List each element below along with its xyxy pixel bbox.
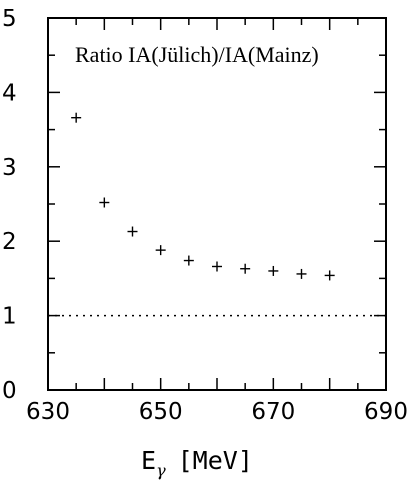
y-tick-label: 4 <box>2 80 17 106</box>
x-tick-label: 670 <box>251 399 295 425</box>
x-axis-title-subscript: γ <box>156 461 166 480</box>
data-point <box>71 112 82 123</box>
data-point <box>127 226 138 237</box>
axis-ticks: 0 1 2 3 4 5 630 650 670 690 <box>2 6 408 425</box>
data-point <box>99 197 110 208</box>
plot-border <box>47 17 387 391</box>
y-tick-label: 2 <box>2 229 17 255</box>
plot-frame <box>47 17 387 391</box>
x-tick-label: 690 <box>364 399 408 425</box>
x-axis-title: Eγ [MeV] <box>141 446 253 480</box>
x-axis-title-unit: [MeV] <box>178 446 253 475</box>
data-point <box>240 263 251 274</box>
y-tick-label: 1 <box>2 304 17 330</box>
data-point <box>183 255 194 266</box>
data-points <box>71 112 335 281</box>
x-tick-label: 650 <box>139 399 183 425</box>
x-axis-title-main: E <box>141 446 156 475</box>
legend-text: Ratio IA(Jülich)/IA(Mainz) <box>75 42 319 67</box>
y-tick-label: 0 <box>2 378 17 404</box>
y-tick-label: 3 <box>2 155 17 181</box>
data-point <box>212 261 222 272</box>
y-tick-label: 5 <box>2 6 17 32</box>
x-tick-label: 630 <box>26 399 70 425</box>
data-point <box>324 270 335 281</box>
data-point <box>155 245 166 256</box>
data-point <box>268 265 279 276</box>
data-point <box>296 268 307 279</box>
